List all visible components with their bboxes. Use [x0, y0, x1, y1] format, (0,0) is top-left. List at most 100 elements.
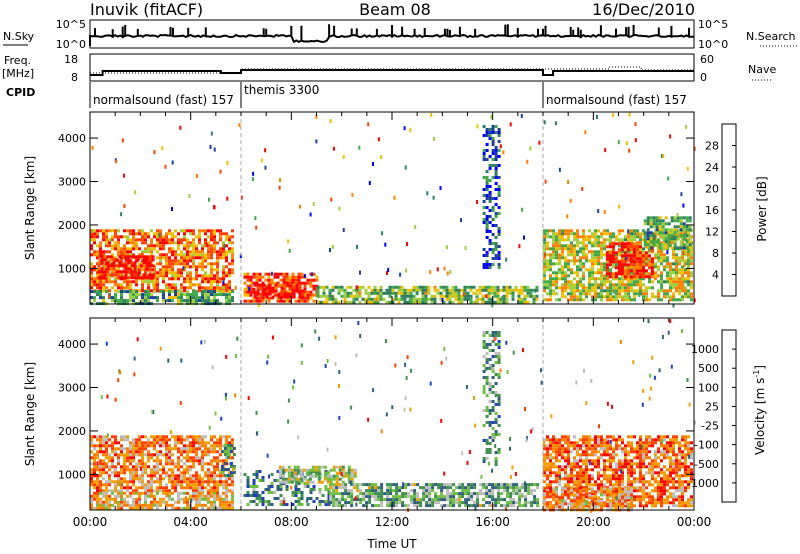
range-gate-cell — [549, 495, 552, 499]
range-gate-cell — [591, 271, 594, 275]
range-gate-cell — [358, 288, 362, 292]
range-gate-cell — [591, 447, 594, 451]
range-gate-cell — [652, 219, 656, 223]
range-gate-cell — [102, 283, 105, 287]
range-gate-cell — [204, 271, 207, 275]
range-gate-cell — [682, 243, 686, 247]
range-gate-cell — [90, 229, 93, 233]
range-gate-cell — [523, 288, 527, 292]
range-gate-cell — [678, 277, 681, 281]
range-gate-cell — [543, 265, 546, 269]
range-gate-cell — [326, 480, 330, 484]
range-gate-cell — [552, 456, 555, 460]
range-gate-cell — [195, 450, 198, 454]
range-gate-cell — [506, 501, 510, 505]
range-gate-cell — [93, 447, 96, 451]
range-gate-cell — [482, 194, 486, 197]
range-gate-cell — [555, 277, 558, 281]
range-gate-cell — [584, 130, 587, 135]
range-gate-cell — [335, 471, 339, 475]
range-gate-cell — [475, 297, 479, 301]
range-gate-cell — [198, 289, 201, 293]
range-gate-cell — [168, 468, 171, 472]
range-gate-cell — [105, 229, 108, 233]
range-gate-cell — [207, 471, 210, 475]
range-gate-cell — [219, 497, 222, 501]
range-gate-cell — [168, 277, 171, 281]
range-gate-cell — [147, 235, 150, 239]
range-gate-cell — [451, 291, 455, 295]
range-gate-cell — [627, 295, 630, 299]
range-gate-cell — [365, 504, 369, 508]
range-gate-cell — [421, 294, 425, 298]
range-gate-cell — [207, 250, 210, 254]
range-gate-cell — [670, 228, 674, 232]
range-gate-cell — [582, 298, 585, 302]
range-gate-cell — [582, 283, 585, 287]
range-gate-cell — [503, 483, 507, 487]
range-gate-cell — [582, 480, 585, 484]
range-gate-cell — [682, 225, 686, 229]
range-gate-cell — [404, 492, 408, 496]
range-gate-cell — [485, 182, 489, 185]
range-gate-cell — [576, 232, 579, 236]
range-gate-cell — [300, 494, 304, 497]
range-gate-cell — [261, 500, 265, 503]
range-gate-cell — [189, 271, 192, 275]
range-gate-cell — [252, 171, 255, 176]
range-gate-cell — [189, 477, 192, 481]
range-gate-cell — [485, 221, 489, 224]
range-gate-cell — [204, 290, 207, 294]
range-gate-cell — [225, 477, 228, 481]
range-gate-cell — [147, 299, 150, 303]
range-gate-cell — [232, 471, 236, 474]
range-gate-cell — [448, 297, 452, 301]
range-gate-cell — [646, 216, 650, 220]
range-gate-cell — [93, 296, 96, 300]
range-gate-cell — [120, 290, 123, 294]
range-gate-cell — [663, 241, 666, 245]
range-gate-cell — [174, 465, 177, 469]
range-gate-cell — [611, 251, 615, 255]
range-gate-cell — [117, 299, 120, 303]
range-gate-cell — [429, 270, 432, 275]
range-gate-cell — [546, 486, 549, 490]
range-gate-cell — [597, 238, 600, 242]
range-gate-cell — [111, 253, 114, 257]
range-gate-cell — [126, 483, 129, 487]
range-gate-cell — [632, 242, 636, 246]
range-gate-cell — [183, 259, 186, 263]
range-gate-cell — [296, 465, 300, 469]
range-gate-cell — [148, 261, 152, 265]
range-gate-cell — [316, 288, 320, 292]
range-gate-cell — [543, 468, 546, 472]
range-gate-cell — [634, 138, 637, 143]
range-gate-cell — [219, 256, 222, 260]
range-gate-cell — [201, 480, 204, 484]
range-gate-cell — [111, 480, 114, 484]
range-gate-cell — [159, 441, 162, 445]
range-gate-cell — [647, 260, 651, 264]
range-gate-cell — [630, 265, 633, 269]
range-gate-cell — [585, 450, 588, 454]
range-gate-cell — [376, 294, 380, 298]
range-gate-cell — [470, 486, 474, 490]
range-gate-cell — [421, 285, 425, 289]
range-gate-cell — [226, 474, 230, 477]
range-gate-cell — [684, 295, 687, 299]
range-gate-cell — [129, 450, 132, 454]
range-gate-cell — [90, 500, 93, 504]
range-gate-cell — [105, 280, 108, 284]
range-gate-cell — [488, 191, 492, 194]
range-gate-cell — [135, 293, 138, 297]
range-gate-cell — [397, 285, 401, 289]
range-gate-cell — [470, 483, 474, 487]
range-gate-cell — [488, 155, 492, 158]
range-gate-cell — [174, 286, 177, 290]
range-gate-cell — [225, 244, 228, 248]
range-gate-cell — [228, 471, 231, 475]
range-gate-cell — [135, 438, 138, 442]
range-gate-cell — [446, 495, 450, 499]
range-gate-cell — [183, 232, 186, 236]
range-gate-cell — [624, 238, 627, 242]
